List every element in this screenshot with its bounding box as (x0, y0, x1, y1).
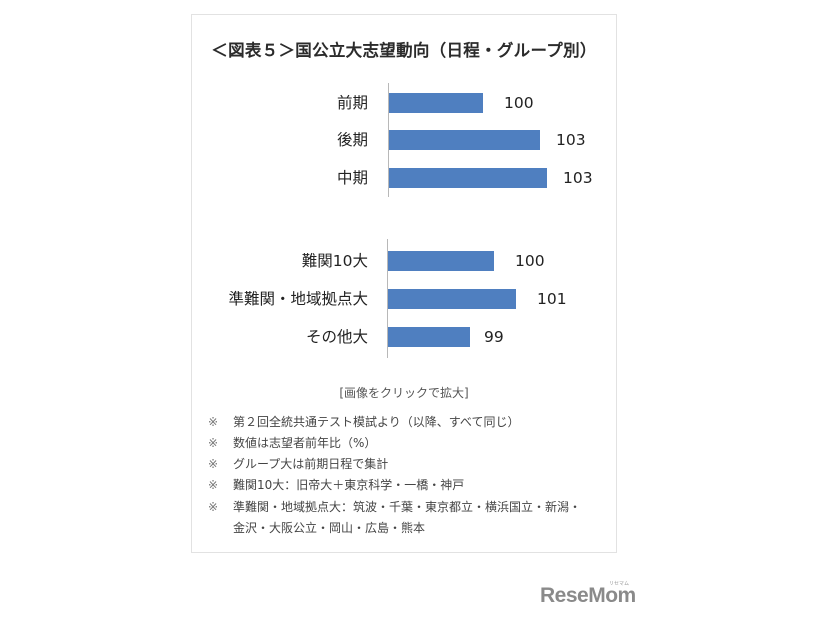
bar-zenki (389, 93, 483, 113)
value-label-jun-nankan: 101 (537, 290, 567, 308)
category-label-jun-nankan: 準難関・地域拠点大 (228, 290, 368, 308)
bar-sonota (388, 327, 470, 347)
value-label-chuki: 103 (563, 169, 593, 187)
category-label-chuki: 中期 (336, 169, 368, 187)
y-axis-line-schedule (388, 83, 389, 197)
bar-chuki (389, 168, 547, 188)
resemom-logo-kana: リセマム (609, 581, 630, 587)
note-mark: ※ (208, 436, 219, 450)
value-label-nankan10: 100 (515, 252, 545, 270)
category-label-kouki: 後期 (336, 131, 368, 149)
note-mark: ※ (208, 457, 219, 471)
note-5: ※ 準難関・地域拠点大：筑波・千葉・東京都立・横浜国立・新潟・ (208, 500, 582, 514)
value-label-sonota: 99 (484, 328, 504, 346)
value-label-zenki: 100 (504, 94, 534, 112)
note-1: ※ 第２回全統共通テスト模試より（以降、すべて同じ） (208, 415, 520, 429)
note-4: ※ 難関10大：旧帝大＋東京科学・一橋・神戸 (208, 478, 465, 492)
bar-kouki (389, 130, 540, 150)
value-label-kouki: 103 (556, 131, 586, 149)
bar-nankan10 (388, 251, 494, 271)
resemom-logo[interactable]: ReseMom (540, 584, 636, 607)
note-3: ※ グループ大は前期日程で集計 (208, 457, 389, 471)
note-mark: ※ (208, 500, 219, 514)
note-mark: ※ (208, 415, 219, 429)
category-label-nankan10: 難関10大 (301, 252, 368, 270)
figure-panel[interactable]: ＜図表５＞国公立大志望動向（日程・グループ別） 前期 100 後期 103 中期… (191, 14, 617, 553)
note-2: ※ 数値は志望者前年比（%） (208, 436, 377, 450)
bar-jun-nankan (388, 289, 516, 309)
note-mark: ※ (208, 478, 219, 492)
chart-title: ＜図表５＞国公立大志望動向（日程・グループ別） (211, 41, 597, 60)
note-5-continuation: 金沢・大阪公立・岡山・広島・熊本 (233, 521, 426, 535)
y-axis-line-group (387, 239, 388, 358)
category-label-zenki: 前期 (336, 94, 368, 112)
category-label-sonota: その他大 (305, 328, 368, 346)
click-to-enlarge-link[interactable]: [画像をクリックで拡大] (339, 386, 469, 400)
